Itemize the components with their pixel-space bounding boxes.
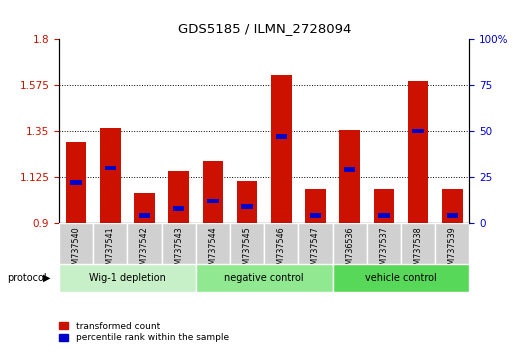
Legend: transformed count, percentile rank within the sample: transformed count, percentile rank withi… [56,318,232,346]
Bar [105,166,116,170]
Bar [310,213,321,218]
Bar [340,130,360,223]
Text: GSM737539: GSM737539 [448,226,457,275]
Bar [162,223,196,264]
Bar [435,223,469,264]
Bar [408,81,428,223]
Bar [442,189,463,223]
Bar [367,223,401,264]
Text: GSM737542: GSM737542 [140,226,149,275]
Text: GSM737545: GSM737545 [243,226,251,275]
Bar [66,142,86,223]
Bar [237,181,258,223]
Bar [299,223,332,264]
Text: negative control: negative control [224,273,304,283]
Text: protocol: protocol [7,273,46,283]
Text: vehicle control: vehicle control [365,273,437,283]
Text: GSM737540: GSM737540 [72,226,81,275]
Bar [93,223,127,264]
Text: GSM737543: GSM737543 [174,226,183,275]
Text: GSM737537: GSM737537 [380,226,388,275]
Bar [332,223,367,264]
Bar [196,264,332,292]
Bar [447,213,458,218]
Bar [59,264,196,292]
Bar [412,129,424,133]
Bar [168,171,189,223]
Bar [242,204,253,209]
Bar [332,264,469,292]
Bar [271,75,291,223]
Text: GSM737538: GSM737538 [413,226,423,275]
Bar [373,189,394,223]
Bar [230,223,264,264]
Text: ▶: ▶ [43,273,50,283]
Bar [173,206,184,211]
Bar [139,213,150,218]
Bar [275,134,287,139]
Text: GSM736536: GSM736536 [345,226,354,275]
Title: GDS5185 / ILMN_2728094: GDS5185 / ILMN_2728094 [177,22,351,35]
Bar [401,223,435,264]
Text: GSM737547: GSM737547 [311,226,320,275]
Bar [378,213,389,218]
Text: GSM737546: GSM737546 [277,226,286,275]
Bar [127,223,162,264]
Text: GSM737541: GSM737541 [106,226,115,275]
Bar [264,223,299,264]
Bar [305,189,326,223]
Text: Wig-1 depletion: Wig-1 depletion [89,273,166,283]
Bar [59,223,93,264]
Bar [344,167,356,172]
Bar [207,199,219,203]
Bar [70,180,82,185]
Bar [196,223,230,264]
Bar [100,128,121,223]
Bar [203,161,223,223]
Bar [134,193,155,223]
Text: GSM737544: GSM737544 [208,226,218,275]
